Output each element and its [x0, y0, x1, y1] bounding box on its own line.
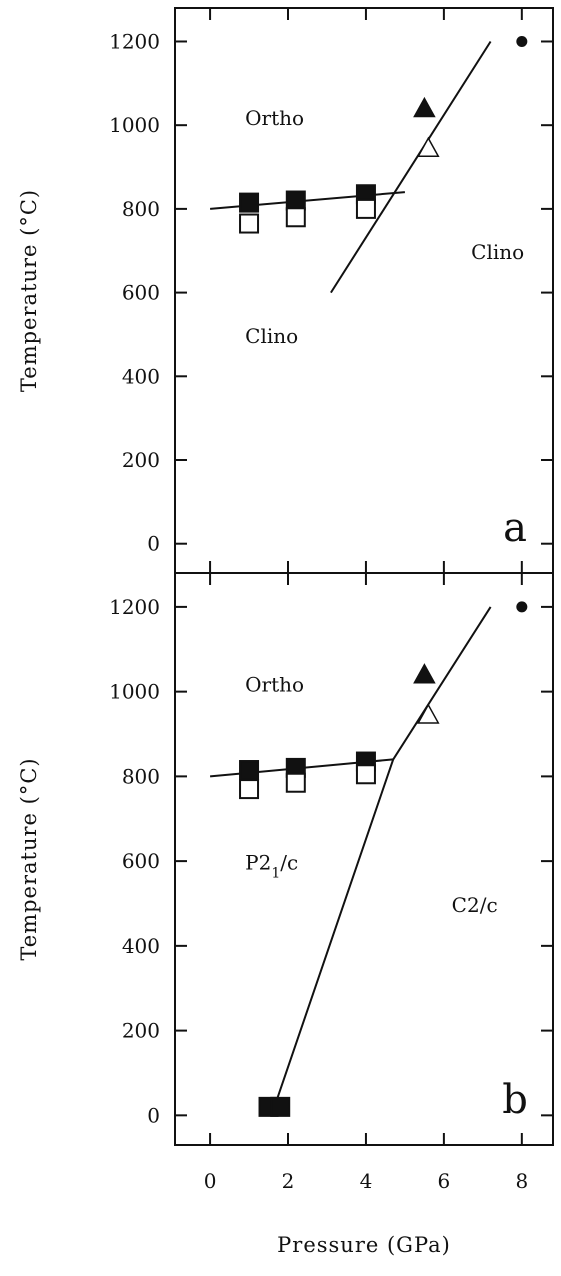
filled-triangle-marker: [413, 663, 436, 684]
y-axis-title-b: Temperature (°C): [17, 757, 41, 960]
filled-square-marker: [285, 190, 306, 211]
filled-square-marker: [270, 1096, 291, 1117]
panel-a: 0 200 400 600 800 1000 1200 Ortho Clino Clino a: [109, 7, 554, 574]
y-tick-label: 200: [122, 1019, 160, 1043]
y-tick-label: 200: [122, 448, 160, 472]
y-tick-label: 600: [122, 281, 160, 305]
region-label: Clino: [471, 240, 524, 264]
y-axis-title-a: Temperature (°C): [17, 189, 41, 392]
filled-circle-marker: [516, 601, 528, 613]
filled-circle-marker: [516, 35, 528, 47]
filled-square-marker: [239, 192, 260, 213]
x-tick-label: 2: [282, 1169, 295, 1193]
y-tick-label: 1000: [109, 680, 160, 704]
y-tick-label: 1200: [109, 595, 160, 619]
panel-b: 0 200 400 600 800 1000 1200 0 2 4 6 8 Ortho P21/c C2/c…: [109, 572, 554, 1193]
y-tick-label: 800: [122, 197, 160, 221]
open-square-marker: [355, 198, 376, 219]
open-square-marker: [285, 207, 306, 228]
open-square-marker: [355, 764, 376, 785]
phase-boundary-line: [273, 606, 492, 1108]
open-triangle-marker: [417, 136, 440, 157]
y-tick-label: 400: [122, 364, 160, 388]
y-tick-label: 400: [122, 934, 160, 958]
y-tick-label: 800: [122, 764, 160, 788]
filled-triangle-marker: [413, 96, 436, 118]
x-tick-label: 4: [360, 1169, 373, 1193]
phase-boundary-line: [330, 40, 492, 294]
filled-square-marker: [239, 760, 260, 781]
open-square-marker: [285, 772, 306, 793]
y-tick-label: 0: [147, 1103, 160, 1127]
region-label: P21/c: [245, 851, 298, 882]
x-axis-title: Pressure (GPa): [277, 1233, 451, 1257]
open-triangle-marker: [417, 703, 440, 724]
region-label: Clino: [245, 324, 298, 348]
region-label: Ortho: [245, 106, 304, 130]
y-tick-label: 600: [122, 849, 160, 873]
x-tick-label: 8: [515, 1169, 528, 1193]
y-tick-label: 1000: [109, 113, 160, 137]
plot-frame: [174, 7, 554, 574]
region-label: Ortho: [245, 673, 304, 697]
region-label: C2/c: [452, 893, 498, 917]
x-tick-label: 0: [204, 1169, 217, 1193]
y-tick-label: 1200: [109, 29, 160, 53]
x-tick-label: 6: [438, 1169, 451, 1193]
open-square-marker: [239, 779, 260, 800]
panel-letter: b: [502, 1077, 528, 1123]
panel-letter: a: [503, 505, 527, 551]
plot-frame: [174, 572, 554, 1146]
open-square-marker: [239, 213, 260, 234]
y-tick-label: 0: [147, 532, 160, 556]
